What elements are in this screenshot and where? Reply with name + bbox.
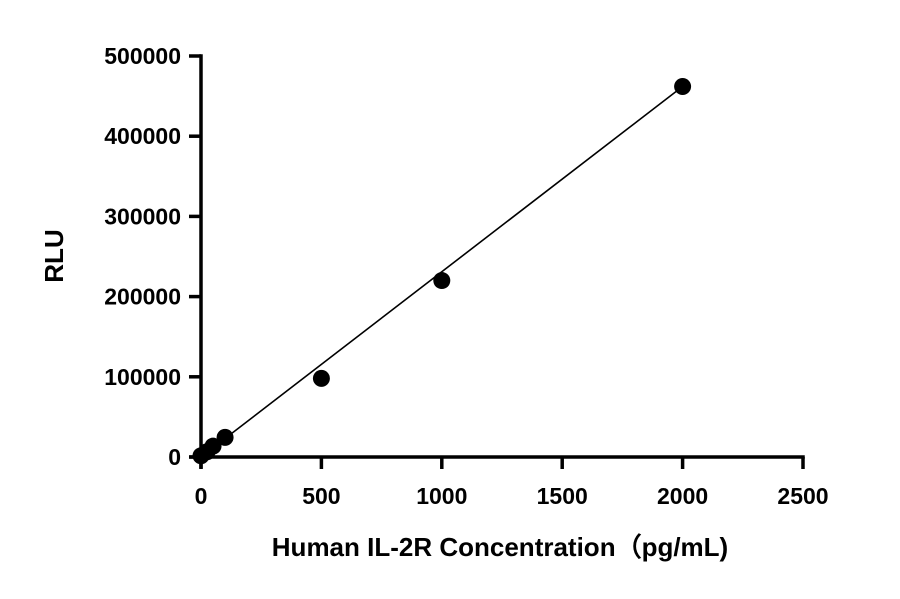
data-point [312, 369, 330, 387]
x-tick-label: 2500 [777, 483, 828, 509]
x-tick-label: 500 [302, 483, 340, 509]
fit-line [200, 85, 684, 458]
data-point [674, 77, 692, 95]
y-tick-label: 200000 [104, 284, 181, 310]
x-axis-ticks: 0 500 1000 1500 2000 2500 [195, 457, 829, 509]
x-tick-label: 0 [195, 483, 208, 509]
data-point [204, 437, 222, 455]
x-tick-label: 1500 [537, 483, 588, 509]
x-tick-label: 2000 [657, 483, 708, 509]
axes: 0 100000 200000 300000 400000 500000 0 500 1000… [104, 43, 828, 509]
y-tick-label: 400000 [104, 123, 181, 149]
data-points [192, 77, 692, 465]
data-point [216, 428, 234, 446]
x-axis-title: Human IL-2R Concentration（pg/mL) [272, 532, 728, 562]
x-tick-label: 1000 [416, 483, 467, 509]
y-axis-ticks: 0 100000 200000 300000 400000 500000 [104, 43, 201, 470]
regression-line [200, 85, 684, 458]
y-tick-label: 0 [168, 444, 181, 470]
y-axis-title: RLU [39, 229, 69, 282]
y-tick-label: 500000 [104, 43, 181, 69]
data-point [433, 272, 451, 290]
y-tick-label: 100000 [104, 364, 181, 390]
y-tick-label: 300000 [104, 203, 181, 229]
